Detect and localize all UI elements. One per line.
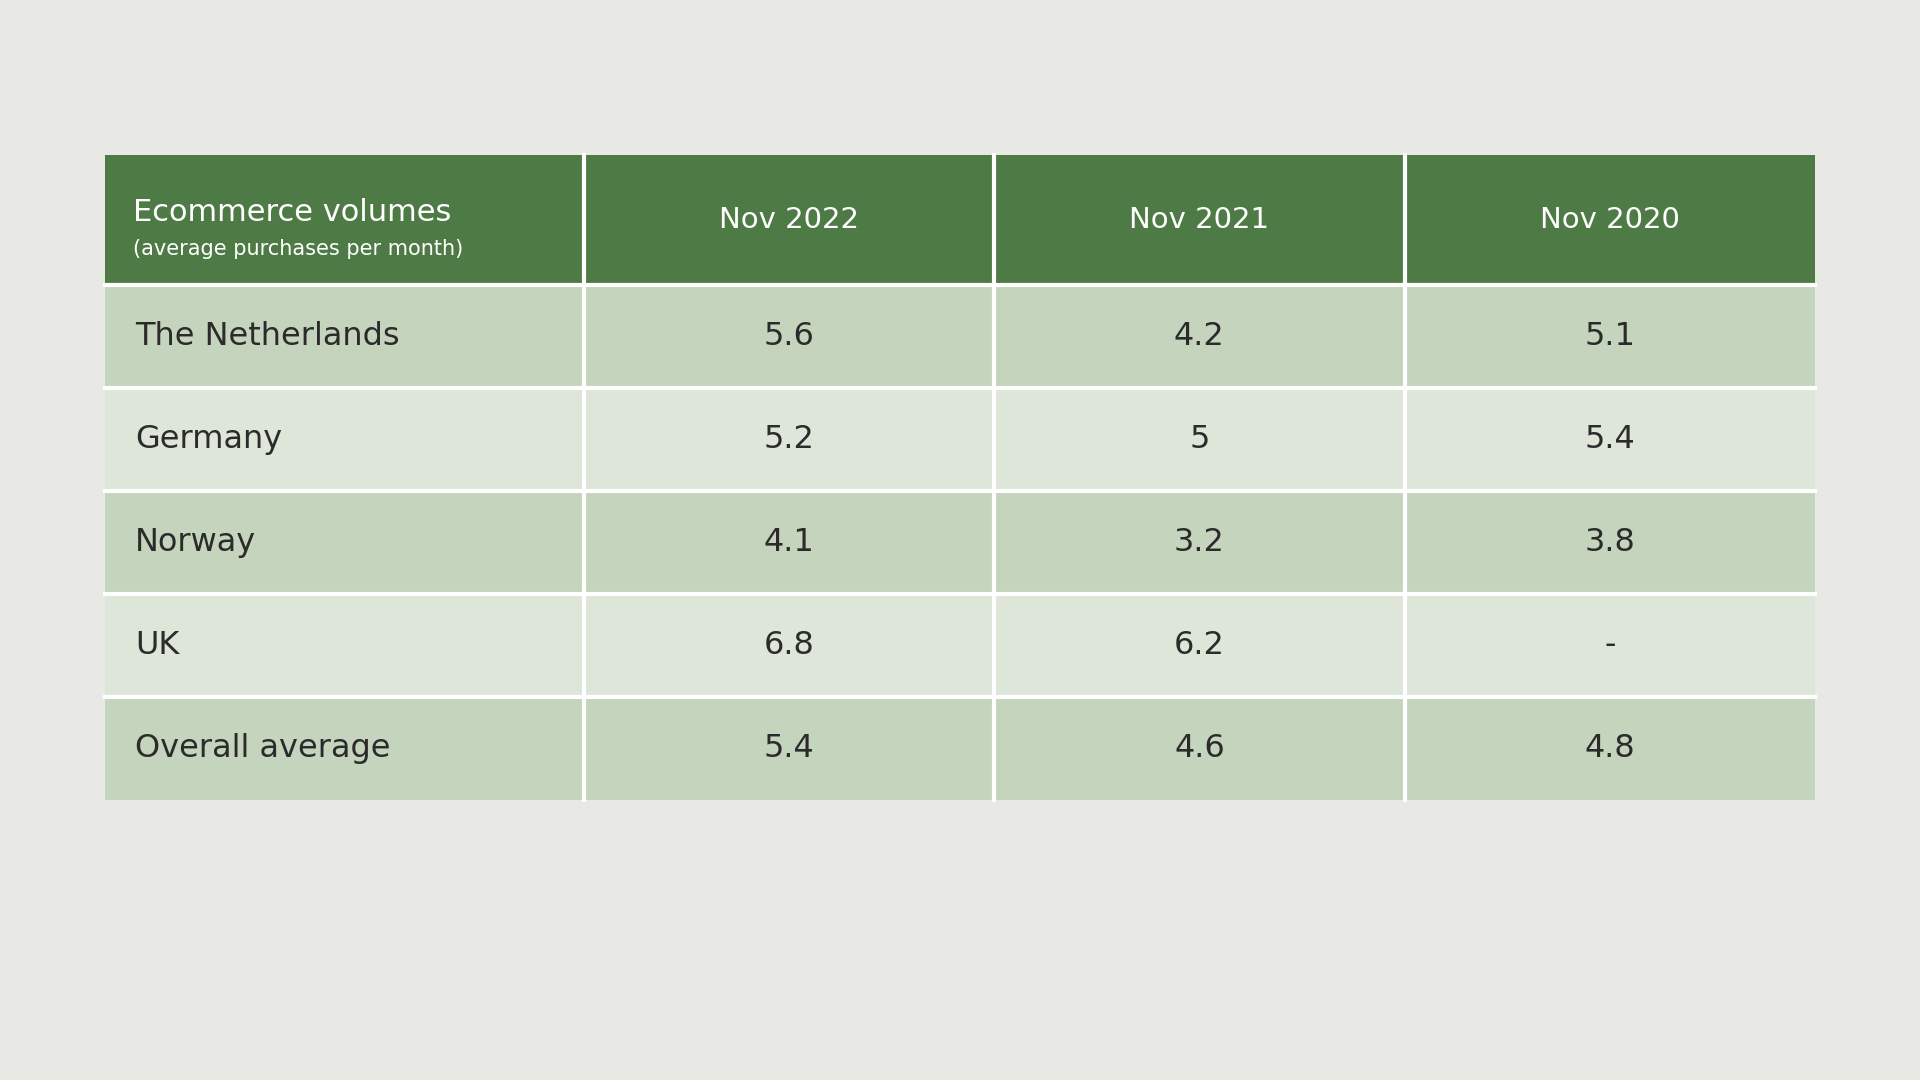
Text: Nov 2020: Nov 2020: [1540, 206, 1680, 234]
Text: Ecommerce volumes: Ecommerce volumes: [132, 198, 451, 227]
Text: 5.1: 5.1: [1584, 321, 1636, 352]
Bar: [106, 388, 584, 491]
Bar: [995, 156, 1405, 285]
Text: Nov 2022: Nov 2022: [718, 206, 858, 234]
Text: Norway: Norway: [134, 527, 255, 558]
Text: 4.6: 4.6: [1173, 733, 1225, 764]
Bar: [995, 388, 1405, 491]
Text: The Netherlands: The Netherlands: [134, 321, 399, 352]
Bar: [106, 491, 584, 594]
Bar: [995, 697, 1405, 800]
Bar: [106, 594, 584, 697]
Bar: [995, 594, 1405, 697]
Bar: [584, 156, 995, 285]
Bar: [106, 285, 584, 388]
Bar: [1405, 697, 1814, 800]
Text: Overall average: Overall average: [134, 733, 390, 764]
Text: 4.8: 4.8: [1584, 733, 1636, 764]
Text: 5.4: 5.4: [1584, 424, 1636, 455]
Bar: [584, 697, 995, 800]
Bar: [1405, 388, 1814, 491]
Text: 5.4: 5.4: [764, 733, 814, 764]
Text: 6.2: 6.2: [1173, 630, 1225, 661]
Text: Germany: Germany: [134, 424, 282, 455]
Text: UK: UK: [134, 630, 179, 661]
Bar: [995, 285, 1405, 388]
Bar: [1405, 491, 1814, 594]
Text: (average purchases per month): (average purchases per month): [132, 239, 463, 258]
Bar: [1405, 156, 1814, 285]
Bar: [106, 156, 584, 285]
Bar: [1405, 285, 1814, 388]
Bar: [584, 285, 995, 388]
Text: 3.2: 3.2: [1173, 527, 1225, 558]
Text: 4.1: 4.1: [764, 527, 814, 558]
Text: -: -: [1603, 630, 1615, 661]
Bar: [584, 491, 995, 594]
Bar: [106, 697, 584, 800]
Text: 5.6: 5.6: [764, 321, 814, 352]
Bar: [995, 491, 1405, 594]
Text: 3.8: 3.8: [1584, 527, 1636, 558]
Bar: [584, 388, 995, 491]
Text: Nov 2021: Nov 2021: [1129, 206, 1269, 234]
Text: 5.2: 5.2: [764, 424, 814, 455]
Bar: [584, 594, 995, 697]
Text: 6.8: 6.8: [764, 630, 814, 661]
Bar: [1405, 594, 1814, 697]
Text: 4.2: 4.2: [1173, 321, 1225, 352]
Text: 5: 5: [1188, 424, 1210, 455]
